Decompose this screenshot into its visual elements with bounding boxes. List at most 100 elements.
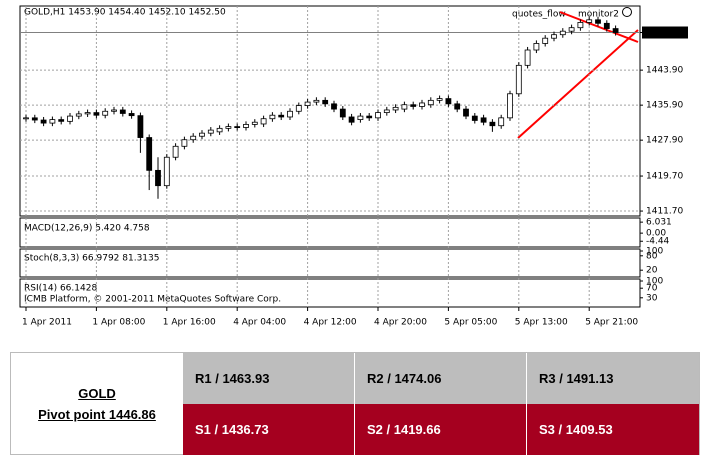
candle-body (568, 27, 575, 32)
candle-body (295, 105, 302, 112)
candle-body (445, 98, 452, 105)
x-tick-label: 4 Apr 12:00 (304, 318, 357, 328)
x-tick-label: 1 Apr 2011 (22, 318, 72, 328)
y-tick-label: -4.44 (646, 237, 670, 247)
x-tick-label: 1 Apr 16:00 (163, 318, 216, 328)
candle-body (595, 19, 601, 24)
price-label-box (642, 26, 688, 39)
candle-body (58, 119, 65, 122)
candle-body (507, 93, 513, 119)
y-tick-label: 20 (646, 266, 658, 276)
s2: S2 / 1419.66 (355, 404, 527, 455)
candle-body (339, 108, 346, 118)
candle-body (278, 114, 285, 118)
chart: GOLD,H1 1453.90 1454.40 1452.10 1452.50 … (19, 5, 688, 328)
candle-body (559, 30, 566, 36)
y-tick-label: 1435.90 (646, 101, 683, 111)
y-tick-label: 1427.90 (646, 136, 683, 146)
y-tick-label: 1443.90 (646, 66, 683, 76)
candle-body (480, 117, 487, 123)
candle-body (489, 121, 496, 127)
candle-body (234, 126, 241, 128)
candle-body (137, 115, 144, 138)
symbol: GOLD (78, 385, 116, 401)
candle-body (40, 119, 47, 124)
indicator-label: MACD(12,26,9) 5.420 4.758 (24, 224, 150, 234)
candle-body (23, 117, 29, 120)
candle-body (401, 104, 408, 110)
s1: S1 / 1436.73 (183, 404, 355, 455)
candle-body (172, 145, 179, 158)
candle-body (119, 109, 126, 114)
y-tick-label: 1411.70 (646, 207, 683, 217)
s3: S3 / 1409.53 (527, 404, 699, 455)
stoch-panel (19, 248, 641, 278)
candle-body (524, 49, 531, 66)
macd-panel (19, 217, 641, 248)
candle-body (163, 156, 170, 187)
candle-body (111, 109, 117, 112)
y-tick-label: 70 (646, 284, 658, 294)
candle-body (586, 19, 593, 23)
candle-body (207, 129, 214, 134)
candle-body (603, 22, 610, 29)
candle-body (551, 34, 557, 39)
candle-body (410, 104, 417, 107)
price-panel (19, 5, 641, 217)
rsi-panel (19, 278, 641, 308)
candle-body (366, 115, 373, 119)
candle-body (155, 169, 161, 187)
candle-body (577, 22, 584, 29)
candle-body (612, 28, 619, 33)
candle-body (67, 115, 73, 122)
candle-body (375, 112, 381, 119)
symbol-cell: GOLD Pivot point 1446.86 (11, 353, 183, 454)
candle-body (419, 102, 425, 107)
trend-line (517, 29, 639, 139)
x-tick-label: 4 Apr 20:00 (374, 318, 427, 328)
candle-body (313, 99, 320, 103)
trend-line (559, 11, 639, 43)
y-tick-label: 6.031 (646, 218, 672, 228)
x-tick-label: 5 Apr 21:00 (585, 318, 638, 328)
candle-body (93, 112, 100, 116)
r3: R3 / 1491.13 (527, 353, 699, 404)
r1: R1 / 1463.93 (183, 353, 355, 404)
candle-body (471, 115, 478, 121)
candle-body (287, 110, 293, 118)
y-tick-label: 80 (646, 251, 658, 261)
candle-body (102, 110, 109, 116)
candle-body (49, 119, 56, 124)
candle-body (498, 117, 505, 127)
candle-body (216, 127, 223, 133)
candle-body (463, 108, 469, 117)
candle-body (427, 99, 434, 106)
candle-body (383, 109, 390, 113)
candle-body (190, 135, 197, 141)
candle-body (392, 106, 399, 111)
y-tick-label: 1452.50 (646, 28, 683, 38)
candle-body (251, 121, 258, 125)
indicator-label: Stoch(8,3,3) 66.9792 81.3135 (24, 254, 159, 264)
candle-body (304, 101, 311, 106)
candle-body (146, 137, 153, 171)
annotation: monitor2 (578, 10, 619, 20)
candle-body (31, 117, 38, 121)
y-tick-label: 100 (646, 277, 663, 287)
candle-body (199, 132, 205, 137)
candle-body (225, 126, 232, 129)
x-tick-label: 5 Apr 05:00 (444, 318, 497, 328)
candle-body (84, 112, 91, 115)
pivot-table: GOLD Pivot point 1446.86 R1 / 1463.93 R2… (10, 352, 700, 455)
x-tick-label: 5 Apr 13:00 (515, 318, 568, 328)
indicator-label: RSI(14) 66.1428 (24, 284, 97, 294)
candle-body (260, 118, 267, 125)
candle-body (348, 116, 355, 123)
candle-body (454, 103, 461, 110)
candle-body (436, 98, 443, 101)
candle-body (533, 43, 540, 51)
candle-body (515, 64, 522, 95)
candle-body (181, 139, 188, 147)
close-icon[interactable] (622, 7, 632, 17)
